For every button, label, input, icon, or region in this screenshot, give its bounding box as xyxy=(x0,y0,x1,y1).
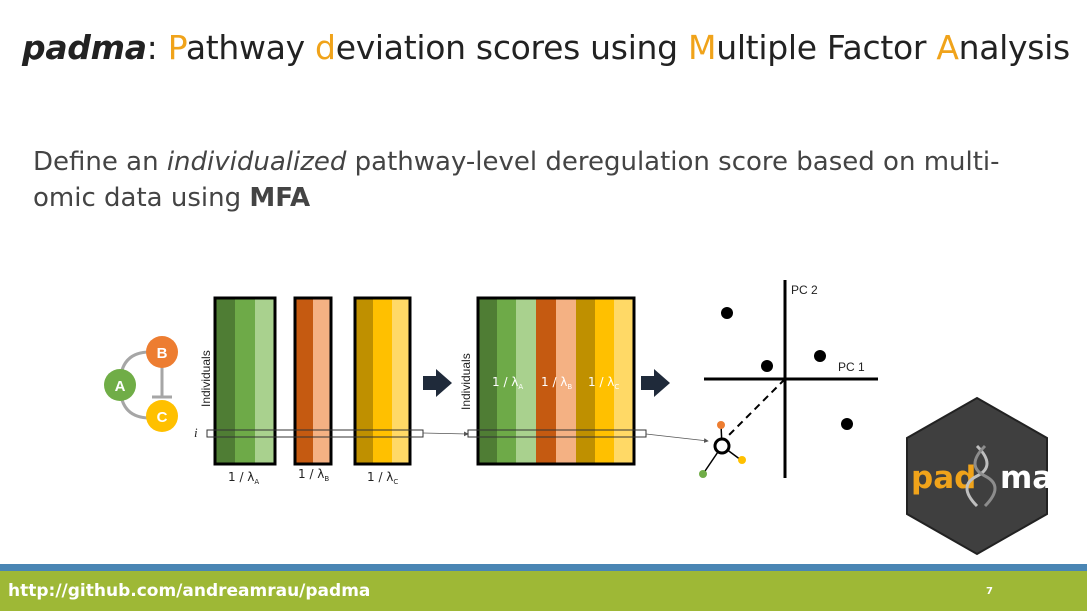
subtitle-part2: pathway-level deregulation score based o… xyxy=(33,147,1000,213)
node-c xyxy=(146,400,178,432)
combined-weight-c: 1 / λC xyxy=(588,375,619,391)
matrix-c xyxy=(353,296,412,466)
matrix-a-col-2 xyxy=(235,298,255,464)
matrix-b xyxy=(293,296,333,466)
matrix-c-border xyxy=(353,296,412,466)
row-highlight-left xyxy=(206,429,424,438)
deviation-line xyxy=(721,378,786,443)
row-highlight-right xyxy=(467,429,647,438)
node-b-label: B xyxy=(157,345,168,362)
slide-subtitle: Define an individualized pathway-level d… xyxy=(33,144,1053,216)
matrix-b-col-1 xyxy=(295,298,313,464)
matrix-b-border xyxy=(293,296,333,466)
pc1-label: PC 1 xyxy=(838,360,865,374)
partial-point-c xyxy=(738,456,746,464)
pca-point-4 xyxy=(841,418,853,430)
matrix-a xyxy=(213,296,277,466)
combined-col-5 xyxy=(556,298,576,464)
individuals-label-left: Individuals xyxy=(199,350,213,407)
pca-point-2 xyxy=(761,360,773,372)
row-connector-1 xyxy=(422,431,469,437)
combined-col-4 xyxy=(536,298,556,464)
matrix-c-col-2 xyxy=(373,298,392,464)
combined-col-1 xyxy=(478,298,497,464)
matrix-a-col-3 xyxy=(255,298,275,464)
combined-col-7 xyxy=(595,298,614,464)
logo-text-left: pad xyxy=(911,460,976,496)
partial-point-a xyxy=(699,470,707,478)
title-rest-a: nalysis xyxy=(958,28,1071,67)
matrix-b-col-2 xyxy=(313,298,331,464)
row-connector-2 xyxy=(645,433,709,443)
subtitle-bold: MFA xyxy=(249,183,311,213)
subtitle-part1: Define an xyxy=(33,147,167,177)
padma-logo: pad ma xyxy=(906,396,1053,556)
title-hl-d: d xyxy=(315,28,336,67)
pca-point-3 xyxy=(814,350,826,362)
title-brand: padma xyxy=(22,28,147,67)
title-hl-a: A xyxy=(936,28,959,67)
node-a-label: A xyxy=(115,378,126,395)
individuals-label-right: Individuals xyxy=(459,353,473,410)
subtitle-italic: individualized xyxy=(166,147,347,177)
matrix-a-col-1 xyxy=(215,298,235,464)
combined-col-2 xyxy=(497,298,516,464)
dna-strand-1 xyxy=(965,444,989,508)
pca-point-1 xyxy=(721,307,733,319)
combined-weight-b: 1 / λB xyxy=(541,375,572,391)
row-i-label: i xyxy=(194,425,198,440)
block-arrow-2 xyxy=(641,369,670,397)
node-b xyxy=(146,336,178,368)
combined-matrix xyxy=(476,296,636,466)
combined-col-6 xyxy=(576,298,595,464)
footer-url-link[interactable]: http://github.com/andreamrau/padma xyxy=(8,581,371,601)
matrix-c-col-3 xyxy=(392,298,410,464)
title-hl-p: P xyxy=(167,28,186,67)
weight-label-b: 1 / λB xyxy=(298,467,329,483)
footer-bar: http://github.com/andreamrau/padma 7 xyxy=(0,571,1087,611)
slide-title: padma: Pathway deviation scores using Mu… xyxy=(22,28,1070,67)
combined-col-3 xyxy=(516,298,536,464)
partial-point-b xyxy=(717,421,725,429)
title-hl-m: M xyxy=(688,28,717,67)
footer-accent-strip xyxy=(0,564,1087,571)
title-colon: : xyxy=(146,28,158,67)
combined-col-8 xyxy=(614,298,634,464)
matrix-c-col-1 xyxy=(355,298,373,464)
block-arrow-1 xyxy=(423,369,452,397)
weight-label-a: 1 / λA xyxy=(228,470,259,486)
title-rest-m: ultiple Factor xyxy=(716,28,937,67)
logo-text-right: ma xyxy=(1000,460,1053,496)
matrix-a-border xyxy=(213,296,277,466)
mfa-diagram: B A C Individuals i 1 / λA 1 / λB 1 / λC… xyxy=(104,280,1053,556)
node-a xyxy=(104,369,136,401)
pathway-network: B A C xyxy=(104,336,178,432)
pc2-label: PC 2 xyxy=(791,283,818,297)
title-rest-p: athway xyxy=(185,28,316,67)
dna-strand-2 xyxy=(973,444,997,508)
individual-point xyxy=(713,437,731,455)
weight-label-c: 1 / λC xyxy=(367,470,398,486)
pca-plot: PC 2 PC 1 xyxy=(699,280,878,478)
page-number: 7 xyxy=(986,586,993,597)
node-c-label: C xyxy=(157,409,168,426)
combined-weight-a: 1 / λA xyxy=(492,375,523,391)
combined-matrix-border xyxy=(476,296,636,466)
title-rest-d: eviation scores using xyxy=(335,28,689,67)
